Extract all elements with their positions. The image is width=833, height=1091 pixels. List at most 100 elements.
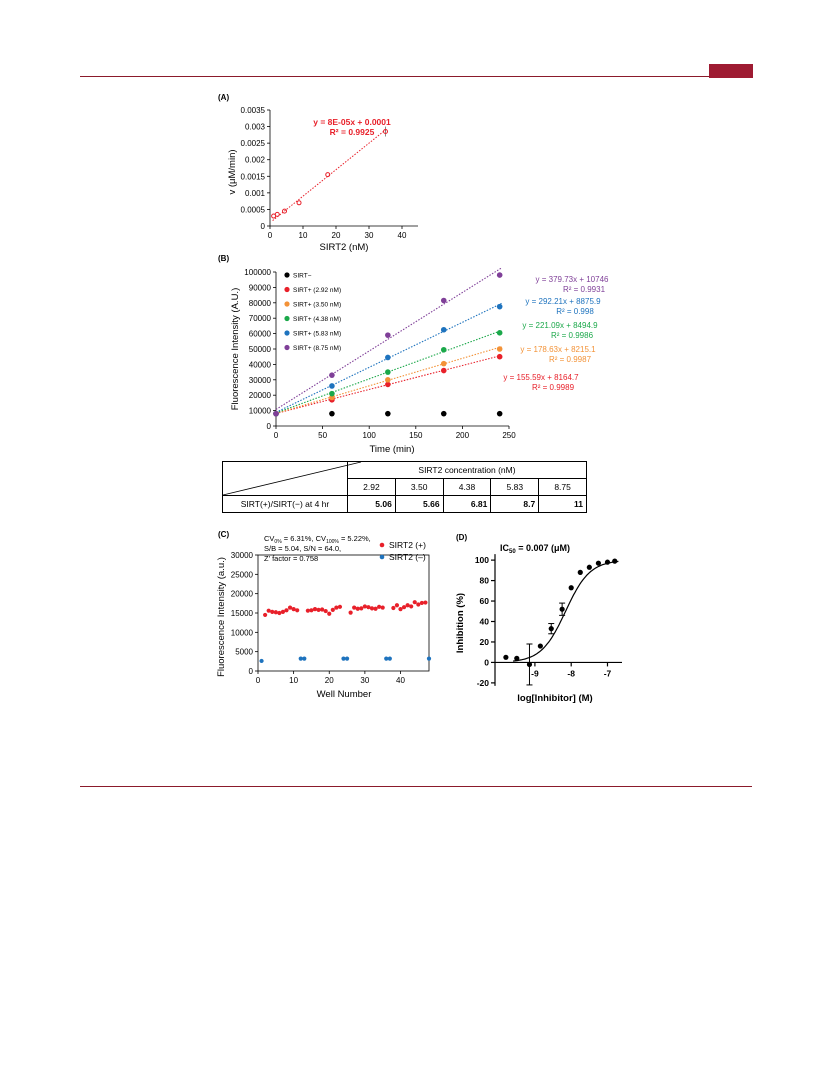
panel-b-point [329,397,335,403]
panel-c-frame [257,554,430,672]
panel-c-x-tick-label: 10 [289,676,298,685]
panel-c-point [384,656,389,661]
panel-b-point [496,272,503,278]
panel-c-point [305,608,310,613]
panel-d-point [514,655,520,661]
panel-c-legend-marker [379,542,385,548]
panel-a-x-tick-label: 20 [332,231,341,240]
panel-b-x-tick-label: 0 [274,431,279,440]
panel-a-ylabel: v (μM/min) [227,149,238,194]
panel-b-legend-label: SIRT+ (5.83 nM) [293,331,341,338]
panel-c-stats-line2: S/B = 5.04, S/N = 64.0, [264,544,341,553]
panel-b-legend-marker [284,301,290,307]
panel-d-fit-curve [513,560,619,662]
panel-c-point [352,605,357,610]
panel-c-point [373,606,378,611]
panel-d-y-tick-label: 0 [484,657,489,667]
ratio-table: SIRT2 concentration (nM) 2.92 3.50 4.38 … [222,461,587,513]
panel-c-point [423,600,428,605]
panel-c-point [377,604,382,609]
panel-b-point [273,410,279,417]
panel-c-point [316,607,321,613]
panel-c-point [295,608,300,613]
panel-c-point [405,603,410,608]
panel-b-point [385,410,391,417]
panel-b-y-tick-label: 50000 [249,345,272,354]
table-value: 6.81 [442,495,492,513]
panel-d-point [568,585,574,591]
panel-b-point [329,394,335,401]
panel-c-x-tick-label: 0 [256,676,261,685]
panel-c-point [348,610,353,615]
table-conc: 5.83 [490,478,540,496]
header-tab [709,64,753,78]
panel-b-xlabel: Time (min) [369,444,414,455]
panel-c-point [409,604,414,609]
panel-c-point [287,605,293,610]
table-conc: 4.38 [442,478,492,496]
panel-d-x-tick-label: -8 [567,668,575,678]
table-value: 8.7 [490,495,540,513]
panel-a-y-tick-label: 0.002 [245,156,266,165]
panel-b-point [273,410,279,417]
table-value: 5.66 [394,495,444,513]
panel-b-label: (B) [218,254,229,263]
panel-c-ylabel: Fluorescence Intensity (a.u.) [216,557,227,677]
panel-b-legend-marker [284,286,290,293]
panel-b-trendline [275,302,502,413]
panel-c-point [394,603,400,608]
panel-b-point [496,353,503,360]
panel-b-legend-label: SIRT+ (3.50 nM) [293,302,341,309]
panel-b-point [496,410,503,417]
panel-a-x-tick-label: 30 [365,231,374,240]
panel-b-trendline [275,354,502,414]
panel-d-x-tick-label: -7 [604,668,612,678]
panel-c-point [277,610,282,616]
panel-b-trendline [275,346,502,414]
panel-c-y-tick-label: 5000 [235,648,253,657]
panel-a-label: (A) [218,93,229,102]
panel-c-point [323,608,328,614]
panel-a-x-tick-label: 40 [398,231,407,240]
panel-c-point [391,605,396,611]
panel-c-point [366,605,371,610]
panel-b-legend-marker [284,330,290,336]
panel-c-point [401,605,407,610]
panel-c-point [369,606,375,611]
panel-b-y-tick-label: 20000 [249,391,272,400]
panel-b-x-tick-label: 100 [363,431,377,440]
panel-b-x-tick-label: 250 [502,431,516,440]
panel-b-y-tick-label: 80000 [249,299,272,308]
panel-b-legend-marker [284,272,290,278]
panel-c-y-tick-label: 0 [249,667,254,676]
panel-d-point [604,559,611,565]
panel-b-legend-marker [284,315,290,322]
panel-b-x-tick-label: 50 [318,431,327,440]
panel-a-y-tick-label: 0.001 [245,189,266,198]
panel-d-point [559,606,565,612]
panel-a-y-tick-label: 0.003 [245,123,266,132]
panel-c-xlabel: Well Number [317,689,372,700]
panel-b-point [329,372,335,378]
panel-c-x-tick-label: 30 [360,676,369,685]
panel-a-xlabel: SIRT2 (nM) [320,242,369,253]
panel-b-point [273,410,279,417]
panel-a-point [274,211,280,217]
panel-c-point [284,608,289,613]
panel-c-y-tick-label: 25000 [231,570,254,579]
panel-c-point [380,605,385,610]
panel-b-legend-label: SIRT+ (2.92 nM) [293,287,341,294]
panel-b-y-tick-label: 30000 [249,376,272,385]
panel-b-point [385,354,391,361]
panel-c-legend-label: SIRT2 (–) [389,552,426,562]
panel-b-point [496,346,503,352]
panel-b-y-tick-label: 90000 [249,283,272,292]
panel-b-point [329,390,335,397]
panel-a-point [271,213,277,219]
panel-c-point [273,610,278,615]
panel-d-point [503,654,509,660]
panel-b-point [329,383,335,389]
panel-b-point [385,369,391,375]
